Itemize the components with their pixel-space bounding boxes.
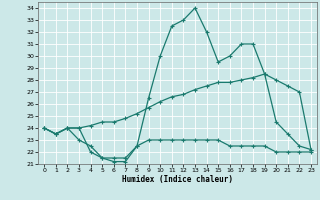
X-axis label: Humidex (Indice chaleur): Humidex (Indice chaleur) [122,175,233,184]
